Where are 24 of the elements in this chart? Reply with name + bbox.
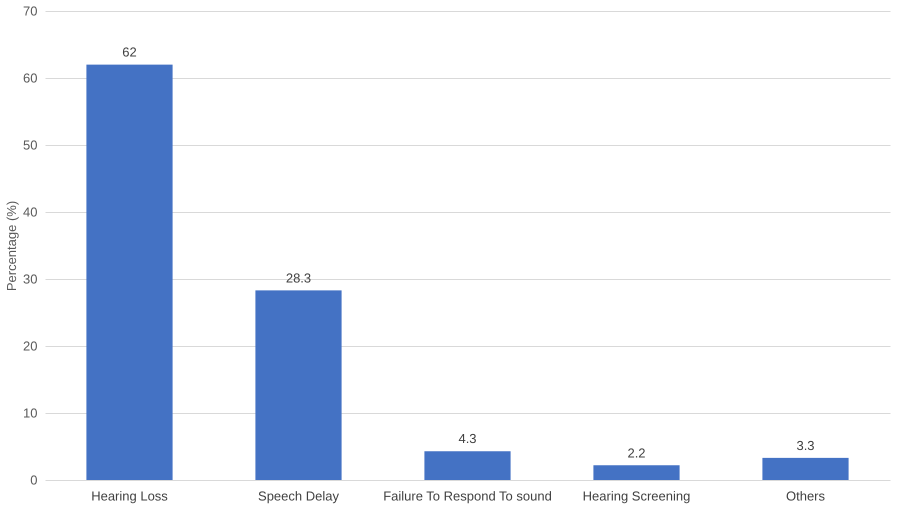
y-tick-label: 50	[23, 138, 38, 152]
data-label: 62	[122, 44, 137, 60]
data-label: 28.3	[286, 270, 312, 286]
x-tick-label: Others	[786, 488, 826, 504]
y-tick-label: 20	[23, 338, 38, 354]
x-tick-label: Hearing Loss	[91, 488, 168, 504]
bar	[255, 290, 342, 480]
x-tick-label: Speech Delay	[258, 488, 340, 504]
y-tick-label: 30	[23, 272, 38, 286]
y-tick-label: 10	[23, 406, 38, 420]
data-label: 2.2	[627, 445, 646, 460]
data-label: 4.3	[458, 431, 477, 446]
x-tick-label: Hearing Screening	[582, 488, 690, 504]
y-tick-label: 0	[30, 472, 38, 488]
x-tick-label: Failure To Respond To sound	[383, 488, 552, 504]
bar	[762, 458, 849, 480]
bar	[86, 64, 173, 480]
bar	[593, 465, 680, 480]
y-tick-label: 40	[23, 204, 38, 220]
y-tick-label: 70	[23, 4, 38, 18]
data-label: 3.3	[796, 438, 815, 453]
y-tick-label: 60	[23, 70, 38, 86]
bar	[424, 451, 511, 480]
y-axis-title: Percentage (%)	[4, 200, 20, 292]
